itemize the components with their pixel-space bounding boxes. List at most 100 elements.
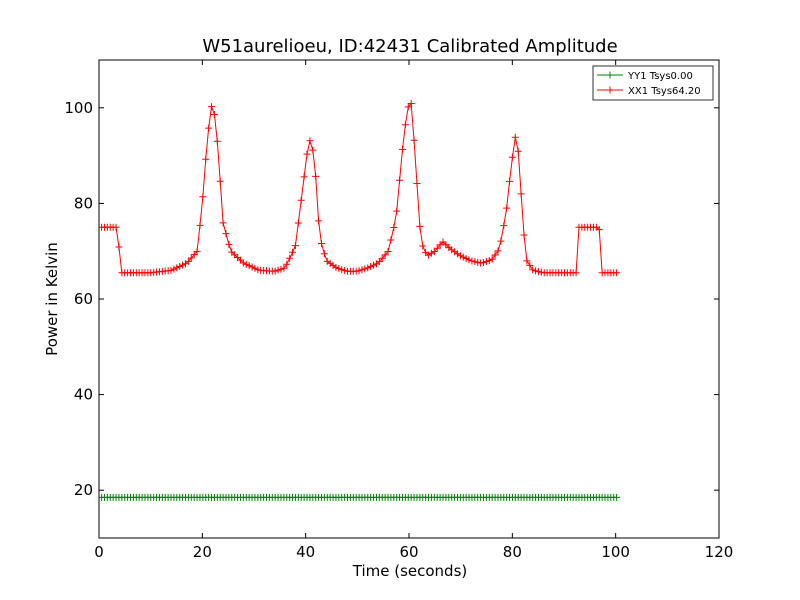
data-point <box>208 103 216 111</box>
data-point <box>471 258 479 266</box>
data-point <box>335 265 343 273</box>
data-point <box>410 136 418 144</box>
data-point <box>271 267 279 275</box>
data-point <box>213 137 221 145</box>
data-point <box>199 193 207 201</box>
data-point <box>520 231 528 239</box>
data-point <box>297 196 305 204</box>
data-point <box>306 137 314 145</box>
data-point <box>193 247 201 255</box>
data-point <box>364 264 372 272</box>
data-point <box>184 257 192 265</box>
data-point <box>488 255 496 263</box>
legend-entry: XX1 Tsys64.20 <box>628 86 701 97</box>
data-point <box>396 176 404 184</box>
data-point <box>459 253 467 261</box>
series-line <box>101 102 617 274</box>
data-point <box>529 266 537 274</box>
data-point <box>430 248 438 256</box>
data-point <box>494 247 502 255</box>
data-point <box>291 242 299 250</box>
y-tick-label: 80 <box>74 194 93 212</box>
data-point <box>514 147 522 155</box>
data-point <box>485 257 493 265</box>
data-point <box>595 226 603 234</box>
data-point <box>283 260 291 268</box>
chart-title: W51aurelioeu, ID:42431 Calibrated Amplit… <box>202 36 617 57</box>
data-point <box>370 261 378 269</box>
data-point <box>309 146 317 154</box>
data-point <box>613 493 621 501</box>
y-tick-label: 100 <box>64 99 93 117</box>
data-point <box>225 240 233 248</box>
data-point <box>613 269 621 277</box>
data-point <box>286 254 294 262</box>
y-tick-label: 60 <box>74 290 93 308</box>
data-point <box>254 266 262 274</box>
x-tick-label: 100 <box>601 543 630 561</box>
data-point <box>341 267 349 275</box>
legend-entry: YY1 Tsys0.00 <box>627 71 693 82</box>
x-tick-label: 80 <box>503 543 522 561</box>
plot-area <box>99 99 621 501</box>
data-point <box>210 110 218 118</box>
data-point <box>280 264 288 272</box>
data-point <box>167 266 175 274</box>
series-0 <box>99 493 621 501</box>
data-point <box>190 251 198 259</box>
data-point <box>320 250 328 258</box>
series-1 <box>99 99 621 277</box>
data-point <box>303 150 311 158</box>
data-point <box>251 264 259 272</box>
data-point <box>239 259 247 267</box>
data-point <box>170 265 178 273</box>
data-point <box>115 243 123 251</box>
data-point <box>480 258 488 266</box>
x-tick-label: 120 <box>705 543 734 561</box>
data-point <box>511 133 519 141</box>
x-axis-label: Time (seconds) <box>352 562 468 580</box>
data-point <box>196 221 204 229</box>
data-point <box>572 269 580 277</box>
data-point <box>482 258 490 266</box>
data-point <box>419 242 427 250</box>
x-tick-label: 20 <box>193 543 212 561</box>
data-point <box>242 260 250 268</box>
data-point <box>413 180 421 188</box>
data-point <box>468 257 476 265</box>
x-tick-label: 60 <box>399 543 418 561</box>
data-point <box>433 244 441 252</box>
data-point <box>367 263 375 271</box>
data-point <box>173 264 181 272</box>
data-point <box>491 251 499 259</box>
data-point <box>355 267 363 275</box>
data-point <box>503 204 511 212</box>
data-point <box>338 266 346 274</box>
data-point <box>294 219 302 227</box>
data-point <box>416 222 424 230</box>
data-point <box>179 261 187 269</box>
axis-ticks: 0 20 40 60 80 100 120 20 40 60 80 100 <box>64 60 733 561</box>
data-point <box>289 248 297 256</box>
data-point <box>532 267 540 275</box>
data-point <box>245 262 253 270</box>
data-point <box>300 173 308 181</box>
x-tick-label: 40 <box>296 543 315 561</box>
data-point <box>375 258 383 266</box>
data-point <box>497 237 505 245</box>
data-point <box>202 155 210 163</box>
data-point <box>456 252 464 260</box>
axes-frame <box>98 59 720 539</box>
legend-box <box>592 65 714 101</box>
data-point <box>427 249 435 257</box>
x-tick-label: 0 <box>94 543 104 561</box>
data-point <box>508 153 516 161</box>
data-point <box>381 251 389 259</box>
data-point <box>404 103 412 111</box>
data-point <box>462 255 470 263</box>
data-point <box>248 263 256 271</box>
data-point <box>398 145 406 153</box>
data-point <box>390 224 398 232</box>
data-point <box>205 124 213 132</box>
